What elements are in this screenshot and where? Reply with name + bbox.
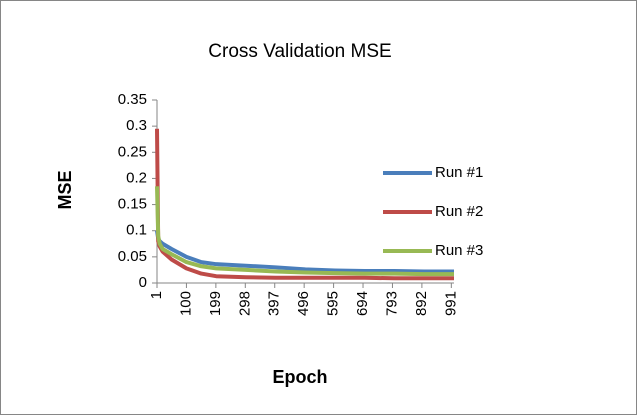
x-tick-label: 199 [207, 291, 224, 316]
y-tick-label: 0.35 [118, 91, 147, 108]
x-tick-label: 1 [148, 291, 165, 299]
y-tick-label: 0.25 [118, 143, 147, 160]
legend-label: Run #2 [435, 203, 483, 220]
x-tick-label: 892 [413, 291, 430, 316]
x-tick-label: 793 [383, 291, 400, 316]
y-tick-label: 0 [139, 274, 147, 291]
chart-title: Cross Validation MSE [208, 41, 391, 62]
x-tick-label: 694 [354, 291, 371, 316]
y-tick-label: 0.15 [118, 196, 147, 213]
x-tick-label: 595 [325, 291, 342, 316]
y-tick-label: 0.05 [118, 248, 147, 265]
x-axis-label: Epoch [272, 367, 327, 387]
y-tick-label: 0.3 [126, 117, 147, 134]
x-tick-label: 991 [442, 291, 459, 316]
x-tick-label: 298 [236, 291, 253, 316]
legend-label: Run #1 [435, 164, 483, 181]
legend-label: Run #3 [435, 242, 483, 259]
x-tick-label: 100 [177, 291, 194, 316]
y-tick-label: 0.1 [126, 222, 147, 239]
y-tick-label: 0.2 [126, 169, 147, 186]
x-tick-label: 496 [295, 291, 312, 316]
line-series [155, 186, 454, 277]
y-axis-label: MSE [55, 170, 75, 209]
x-tick-label: 397 [266, 291, 283, 316]
